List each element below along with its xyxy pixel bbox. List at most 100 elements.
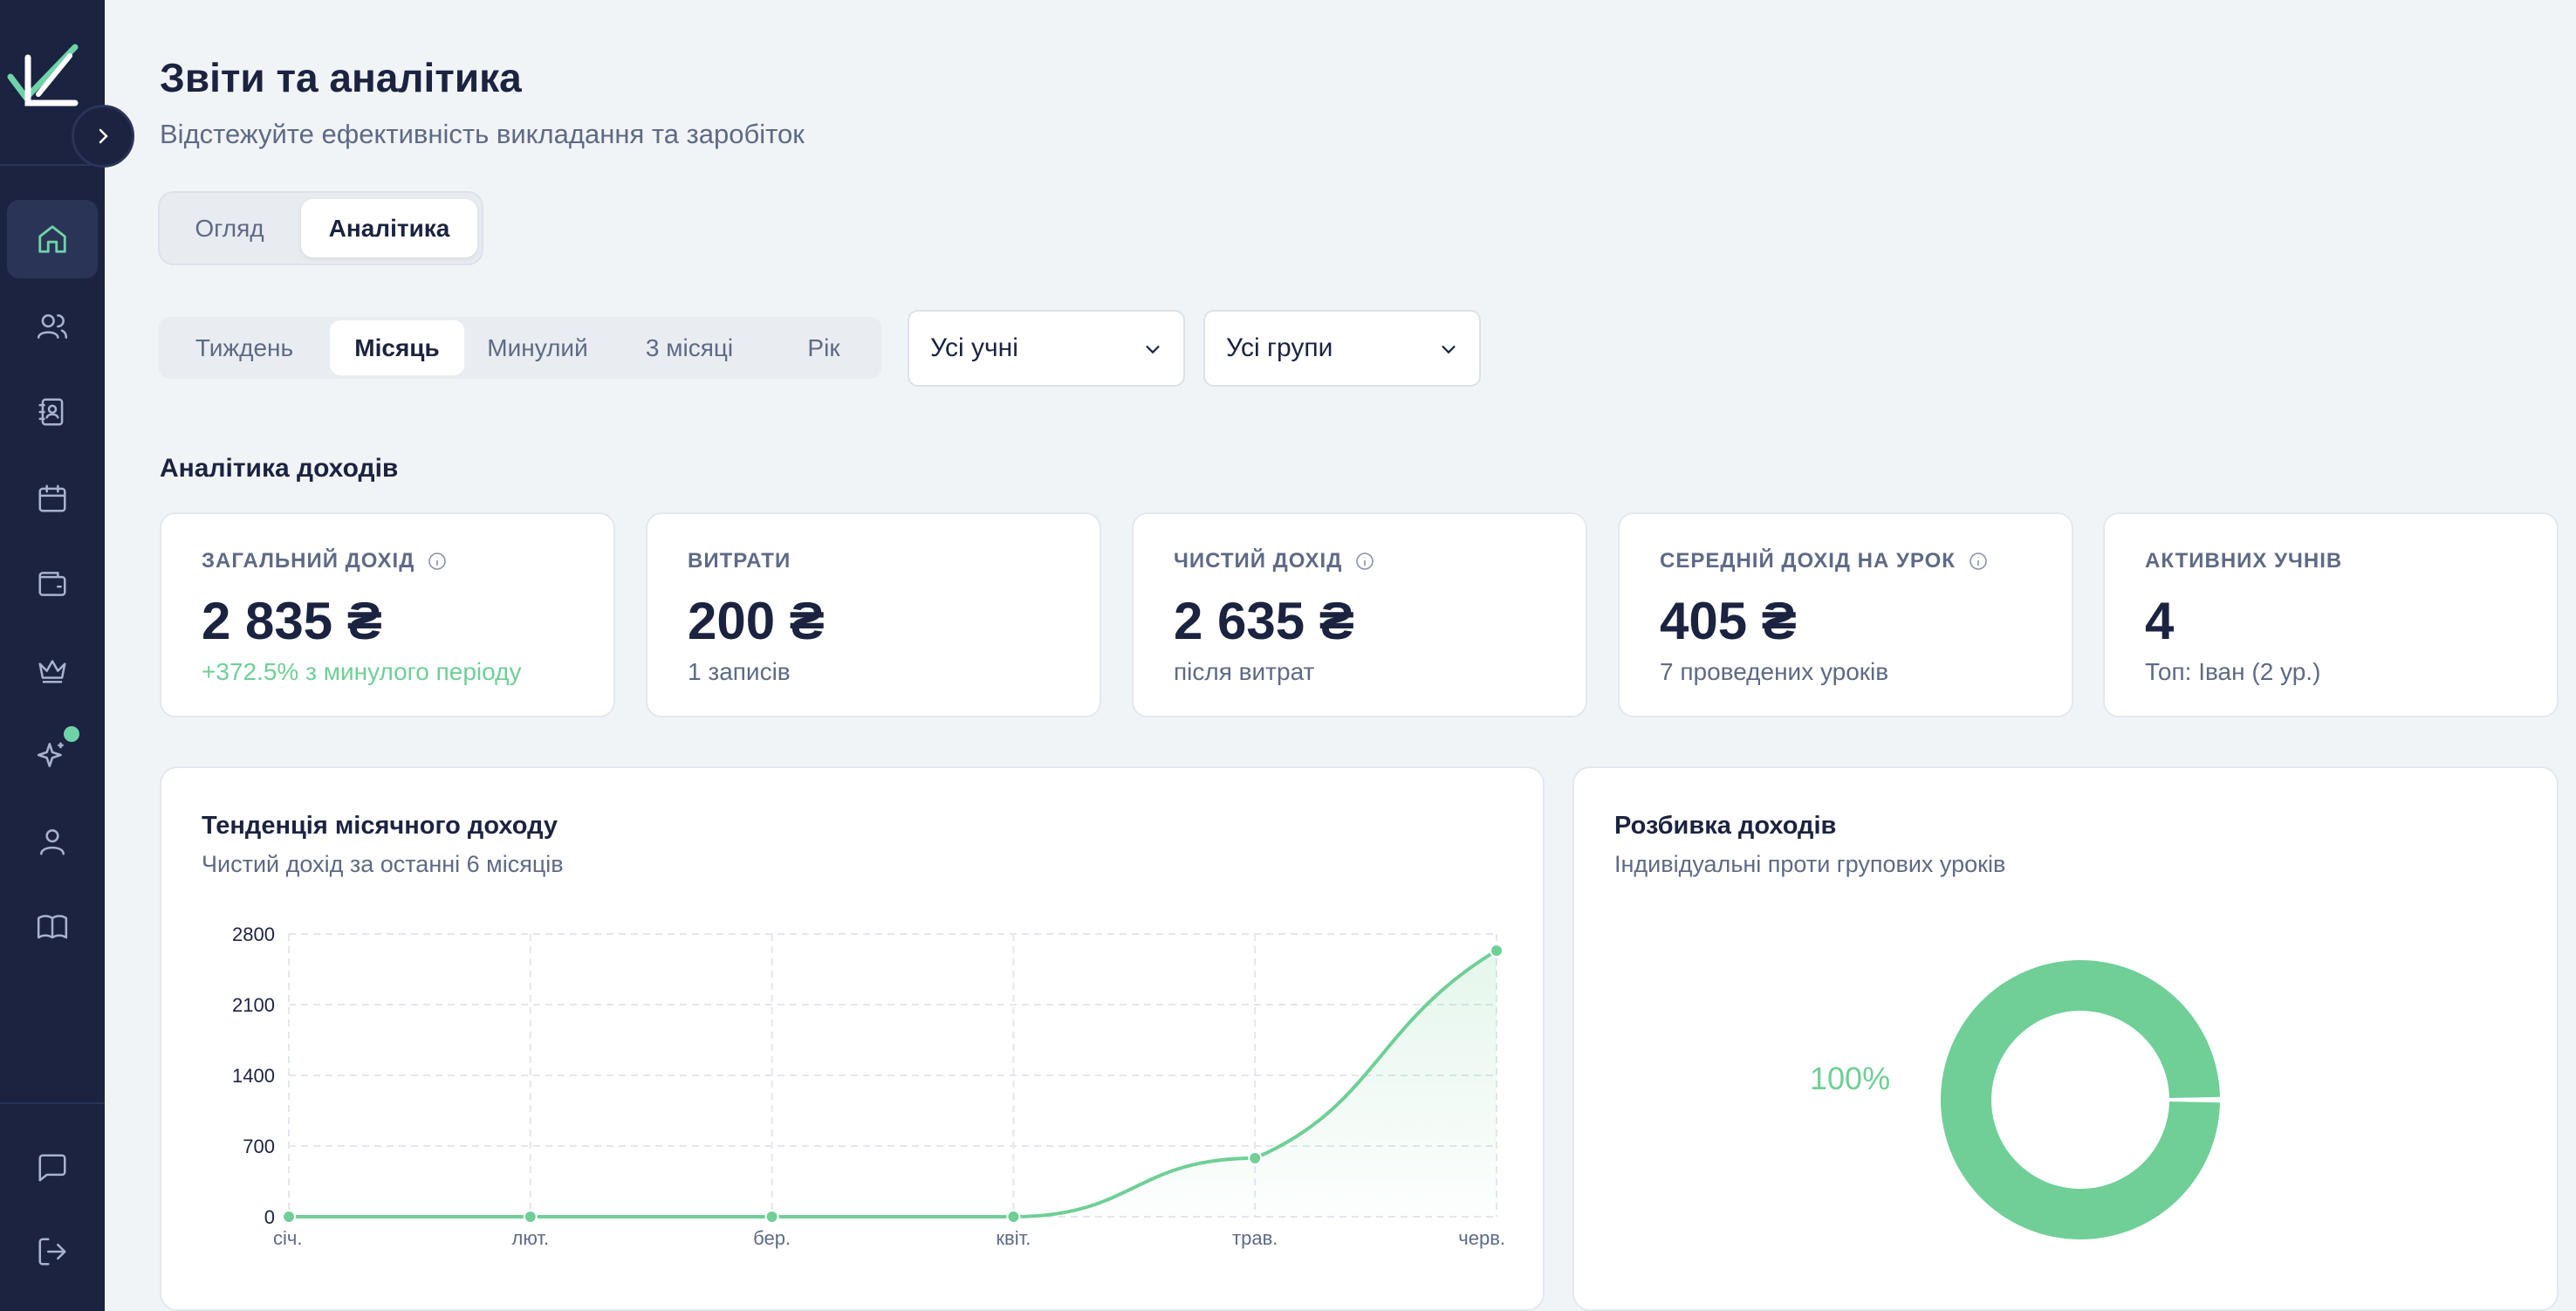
sparkles-icon [37, 742, 64, 767]
y-tick-label: 2800 [232, 923, 275, 945]
logo-icon [7, 44, 79, 106]
sidebar-divider [0, 164, 105, 166]
stat-card-active-students: АКТИВНИХ УЧНІВ 4 Топ: Іван (2 ур.) [2103, 512, 2559, 717]
stat-label-wrap: ЗАГАЛЬНИЙ ДОХІД [202, 549, 448, 573]
sidebar-item-home[interactable] [7, 200, 98, 278]
tab-overview[interactable]: Огляд [195, 214, 264, 242]
period-tab-week[interactable]: Тиждень [195, 333, 294, 361]
pie-slice-individual [1941, 960, 2220, 1239]
sidebar-item-premium[interactable] [7, 630, 98, 709]
period-tab-year[interactable]: Рік [807, 333, 840, 361]
stat-note: +372.5% з минулого періоду [202, 658, 522, 685]
data-point [1006, 1210, 1021, 1224]
stat-value: 4 [2145, 592, 2175, 650]
stat-label-wrap: АКТИВНИХ УЧНІВ [2145, 549, 2342, 573]
users-icon [37, 314, 68, 339]
logout-icon [38, 1238, 66, 1266]
section-title: Аналітика доходів [160, 454, 399, 483]
notification-badge [64, 726, 79, 742]
stat-note: 1 записів [688, 658, 791, 685]
info-icon[interactable] [427, 551, 448, 572]
sidebar [0, 0, 105, 1311]
sidebar-item-students[interactable] [7, 287, 98, 366]
y-tick-label: 1400 [232, 1065, 275, 1087]
user-icon [40, 829, 65, 855]
sidebar-item-ai[interactable] [7, 716, 98, 794]
stat-label: АКТИВНИХ УЧНІВ [2145, 549, 2343, 573]
stat-label-wrap: СЕРЕДНІЙ ДОХІД НА УРОК [1660, 549, 1989, 573]
card-subtitle: Чистий дохід за останні 6 місяців [202, 851, 564, 877]
income-breakdown-donut [1941, 960, 2220, 1239]
view-tabs: Огляд Аналітика [158, 191, 483, 265]
tab-analytics[interactable]: Аналітика [301, 199, 477, 257]
stat-value: 2 835 ₴ [202, 592, 382, 650]
stat-note: Топ: Іван (2 ур.) [2145, 658, 2321, 685]
y-tick-label: 0 [264, 1206, 275, 1228]
sidebar-toggle-button[interactable] [72, 105, 134, 168]
card-subtitle: Індивідуальні проти групових уроків [1614, 851, 2006, 877]
data-point [282, 1210, 296, 1224]
stat-card-net-income: ЧИСТИЙ ДОХІД 2 635 ₴ після витрат [1132, 512, 1587, 717]
sidebar-item-chat[interactable] [7, 1129, 98, 1207]
data-point [1490, 944, 1504, 958]
students-select[interactable]: Усі учні [908, 310, 1185, 387]
info-icon[interactable] [1968, 551, 1989, 572]
series-area [289, 951, 1497, 1217]
chevron-right-icon [99, 128, 108, 144]
home-icon [38, 225, 66, 253]
stat-card-total-income: ЗАГАЛЬНИЙ ДОХІД 2 835 ₴ +372.5% з минуло… [160, 512, 615, 717]
stat-card-avg-per-lesson: СЕРЕДНІЙ ДОХІД НА УРОК 405 ₴ 7 проведени… [1618, 512, 2073, 717]
pie-percent-label: 100% [1810, 1060, 1891, 1096]
chevron-down-icon [1442, 346, 1456, 354]
stat-label-wrap: ВИТРАТИ [688, 549, 791, 573]
crown-icon [38, 660, 66, 683]
period-tab-month[interactable]: Місяць [330, 320, 464, 375]
page-title: Звіти та аналітика [160, 55, 522, 100]
period-tab-previous[interactable]: Минулий [487, 333, 588, 361]
stat-label-wrap: ЧИСТИЙ ДОХІД [1174, 549, 1375, 573]
stat-label: СЕРЕДНІЙ ДОХІД НА УРОК [1660, 549, 1956, 573]
info-icon[interactable] [1354, 551, 1375, 572]
income-trend-card: Тенденція місячного доходу Чистий дохід … [160, 766, 1545, 1311]
sidebar-item-contacts[interactable] [7, 373, 98, 451]
sidebar-item-logout[interactable] [7, 1212, 98, 1291]
wallet-icon [38, 572, 66, 596]
sidebar-item-profile[interactable] [7, 802, 98, 881]
groups-select-value: Усі групи [1226, 333, 1333, 362]
contact-book-icon [38, 398, 64, 426]
stat-note: після витрат [1174, 658, 1315, 685]
chat-icon [38, 1154, 66, 1182]
groups-select[interactable]: Усі групи [1203, 310, 1481, 387]
data-point [764, 1210, 779, 1224]
stat-note: 7 проведених уроків [1660, 658, 1889, 685]
x-tick-label: лют. [511, 1227, 549, 1249]
stat-value: 2 635 ₴ [1174, 592, 1354, 650]
card-title: Розбивка доходів [1614, 812, 1837, 840]
stat-card-expenses: ВИТРАТИ 200 ₴ 1 записів [646, 512, 1101, 717]
x-tick-label: січ. [273, 1227, 302, 1249]
stat-value: 200 ₴ [688, 592, 825, 650]
data-point [1248, 1150, 1263, 1165]
period-tab-3months[interactable]: 3 місяці [645, 333, 734, 361]
income-trend-chart: 0 700 1400 2100 2800 січ. лют. бер. квіт. трав. че… [232, 923, 1505, 1249]
stat-value: 405 ₴ [1660, 592, 1797, 650]
sidebar-divider-bottom [0, 1102, 105, 1104]
y-tick-label: 2100 [232, 994, 275, 1016]
sidebar-item-calendar[interactable] [7, 459, 98, 538]
book-icon [37, 915, 68, 939]
period-tabs: Тиждень Місяць Минулий 3 місяці Рік [158, 317, 882, 379]
page-subtitle: Відстежуйте ефективність викладання та з… [160, 119, 805, 149]
income-breakdown-card: Розбивка доходів Індивідуальні проти гру… [1572, 766, 2559, 1311]
calendar-icon [38, 484, 66, 512]
stat-label: ЗАГАЛЬНИЙ ДОХІД [202, 549, 415, 573]
card-title: Тенденція місячного доходу [202, 812, 558, 840]
x-tick-label: черв. [1458, 1227, 1505, 1249]
x-tick-label: трав. [1232, 1227, 1278, 1249]
stat-label: ВИТРАТИ [688, 549, 791, 573]
series-line [288, 949, 1498, 1218]
students-select-value: Усі учні [930, 333, 1018, 362]
sidebar-item-wallet[interactable] [7, 545, 98, 623]
sidebar-item-library[interactable] [7, 889, 98, 967]
x-tick-label: бер. [753, 1227, 791, 1249]
y-tick-label: 700 [243, 1136, 275, 1157]
